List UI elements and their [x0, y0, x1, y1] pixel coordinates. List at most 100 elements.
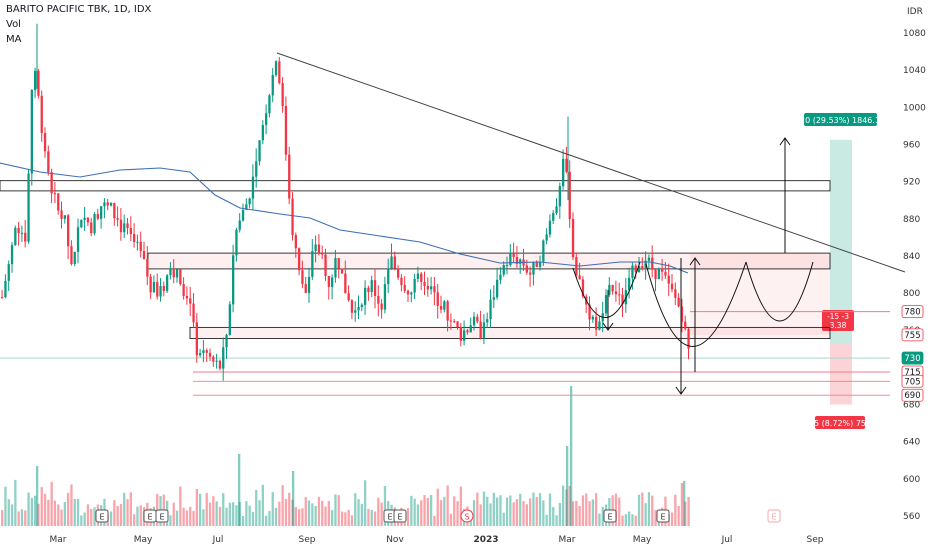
candle-body	[73, 251, 76, 264]
target-arrow-head	[779, 137, 791, 146]
volume-bar	[496, 497, 499, 526]
moving-average	[0, 162, 689, 274]
time-axis: Mar May Jul Sep Nov 2023 Mar May Jul Sep	[50, 535, 824, 545]
earnings-marker[interactable]	[393, 509, 407, 523]
volume-bar	[90, 508, 93, 526]
candle-body	[235, 229, 238, 256]
earnings-marker[interactable]	[155, 509, 169, 523]
candle-body	[179, 269, 182, 285]
candle-body	[463, 330, 466, 341]
candle-body	[525, 265, 528, 273]
candle-body	[4, 280, 7, 298]
volume-bar	[624, 514, 627, 526]
volume-bar	[357, 499, 360, 526]
candle-body	[27, 173, 30, 242]
time-tick-label: 2023	[473, 535, 498, 545]
candle-body	[614, 291, 618, 295]
volume-bar	[324, 506, 327, 526]
candle-body	[129, 228, 132, 234]
currency-label: IDR	[907, 7, 923, 17]
volume-bar	[489, 503, 492, 526]
candle-body	[654, 269, 657, 280]
candle-body	[367, 287, 370, 293]
ma-indicator-label[interactable]: MA	[6, 34, 22, 45]
volume-bar	[542, 500, 545, 526]
stop-zone[interactable]	[830, 344, 852, 405]
volume-bar	[591, 499, 594, 526]
volume-bar	[535, 497, 538, 526]
price-label: 715	[904, 368, 920, 378]
candle-body	[331, 277, 334, 287]
center-label-line1: -15 -3	[827, 312, 849, 321]
candle-body	[377, 295, 380, 304]
candle-body	[103, 202, 106, 207]
volume-bar	[406, 508, 410, 526]
candle-body	[453, 321, 456, 323]
volume-bar	[502, 512, 505, 526]
candle-body	[212, 356, 215, 362]
candle-body	[24, 232, 27, 242]
earnings-marker[interactable]	[95, 509, 109, 523]
measure-up-arrow-head	[689, 257, 701, 266]
candle-body	[565, 158, 568, 172]
symbol-title: BARITO PACIFIC TBK, 1D, IDX	[6, 4, 152, 15]
candle-body	[410, 292, 413, 295]
candle-body	[192, 303, 195, 323]
volume-bar	[426, 497, 429, 526]
candle-body	[360, 304, 363, 308]
candle-body	[205, 350, 208, 353]
candle-body	[604, 295, 608, 314]
price-label: 705	[904, 377, 920, 387]
volume-bar	[86, 504, 90, 526]
vol-indicator-label[interactable]: Vol	[6, 19, 21, 30]
volume-bar	[63, 501, 66, 526]
volume-bar	[202, 509, 205, 526]
handle-curve[interactable]	[745, 261, 814, 322]
volume-bar	[621, 515, 624, 526]
candle-body	[185, 295, 189, 299]
event-marker-label: E	[387, 513, 392, 522]
candle-body	[449, 320, 453, 322]
volume-bar	[522, 501, 525, 526]
trendline[interactable]	[276, 52, 906, 273]
volume-bar	[113, 500, 116, 526]
volume-bar	[222, 493, 225, 526]
volume-bar	[538, 493, 542, 526]
volume-bar	[232, 502, 235, 526]
cup-curve-2[interactable]	[645, 261, 747, 347]
earnings-marker[interactable]	[603, 509, 617, 523]
candle-body	[380, 303, 383, 310]
volume-bar	[433, 515, 436, 526]
volume-bar	[93, 507, 96, 526]
candle-body	[423, 281, 426, 286]
volume-bar	[548, 493, 552, 526]
volume-bar	[57, 504, 60, 526]
candle-body	[512, 253, 515, 257]
price-label-box	[901, 374, 924, 388]
candle-body	[43, 132, 47, 152]
volume-bars	[1, 386, 690, 526]
center-label-bg	[822, 310, 854, 331]
cup-curve-1[interactable]	[572, 261, 641, 318]
candle-body	[291, 198, 294, 236]
volume-bar	[677, 505, 680, 526]
candle-body	[370, 280, 373, 293]
split-marker[interactable]	[460, 509, 474, 523]
volume-bar	[532, 492, 535, 526]
earnings-marker[interactable]	[656, 509, 670, 523]
event-marker-label: E	[660, 513, 665, 522]
candle-body	[126, 223, 129, 229]
candle-body	[274, 61, 278, 76]
volume-bar	[215, 501, 218, 526]
candle-body	[393, 256, 396, 269]
earnings-marker[interactable]	[767, 509, 781, 523]
price-label: 730	[904, 354, 920, 364]
target-zone[interactable]	[830, 139, 852, 345]
time-tick-label: Mar	[559, 535, 576, 545]
candle-body	[83, 217, 86, 220]
volume-bar	[205, 492, 208, 526]
time-tick-label: Mar	[50, 535, 67, 545]
volume-bar	[116, 505, 119, 526]
candle-body	[50, 172, 53, 194]
